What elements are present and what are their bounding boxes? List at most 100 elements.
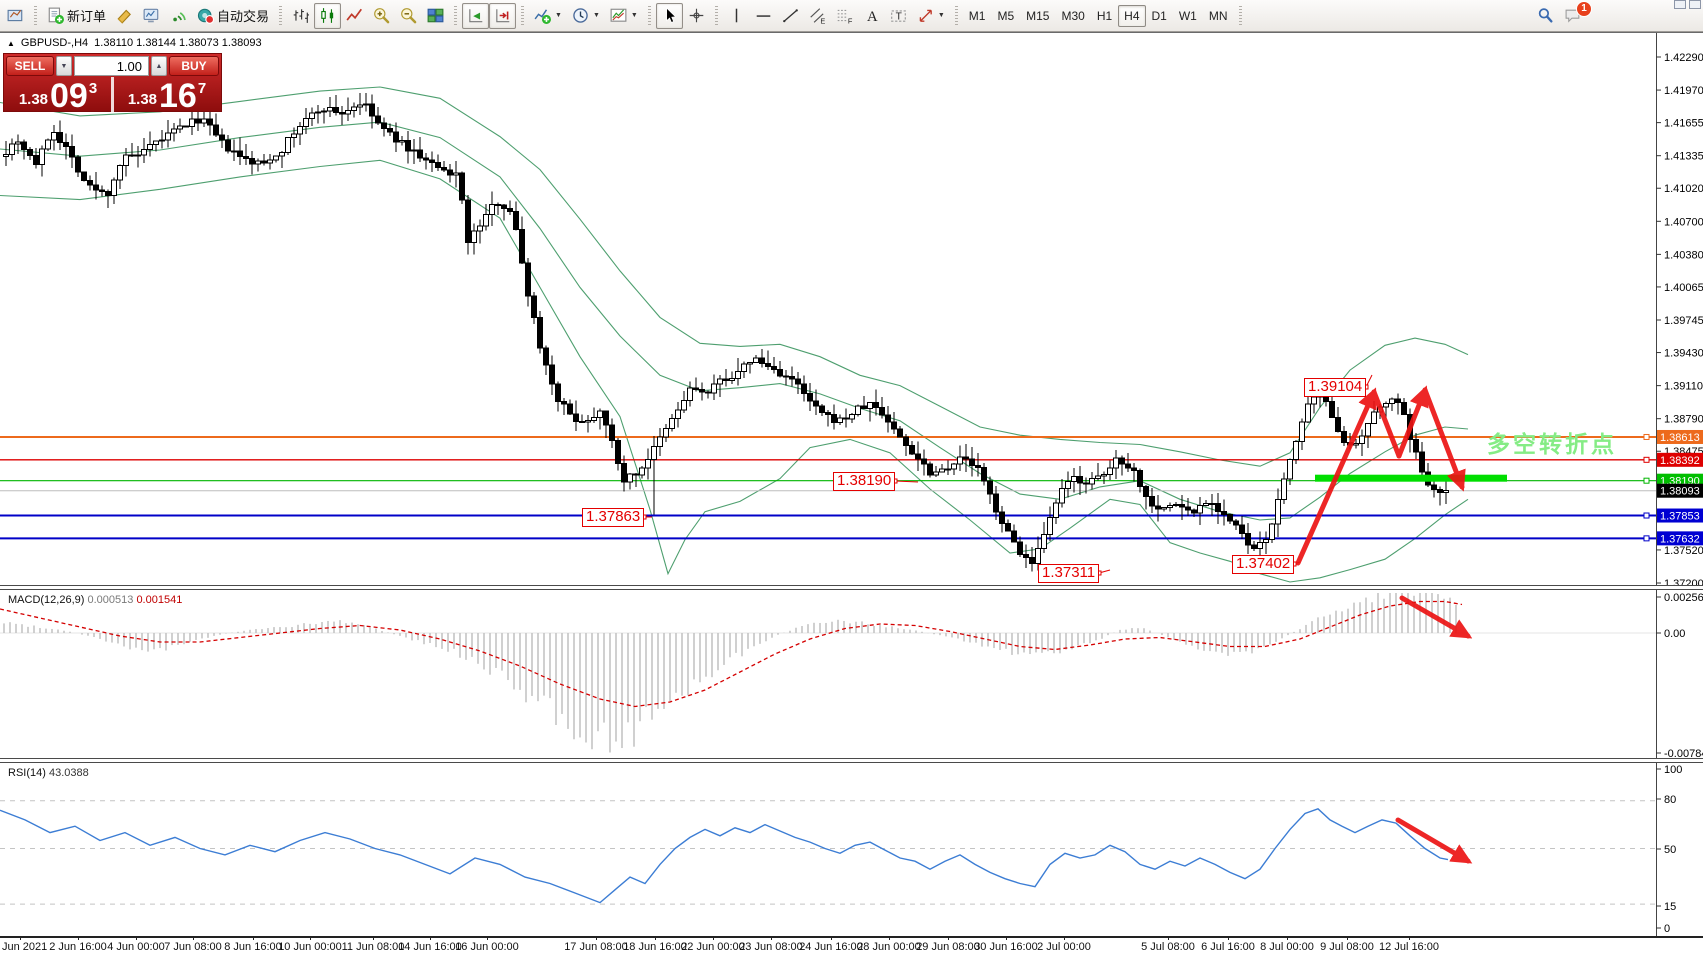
crosshair-icon [689,8,704,23]
search-icon[interactable] [1532,2,1559,28]
templates-icon [610,8,627,22]
cursor-icon[interactable] [655,2,683,29]
time-tick [948,936,949,940]
trend-arrows[interactable] [1295,385,1473,864]
rsi-scale-tick: 80 [1664,794,1676,806]
price-label-annotation[interactable]: 1.37863 [582,508,645,527]
periods-icon[interactable]: ▼ [567,3,605,29]
price-tag: 1.38392 [1660,455,1700,467]
trendline-icon[interactable] [777,3,804,29]
panel-splitter[interactable] [0,585,1703,590]
time-label: 10 Jun 00:00 [278,941,342,953]
price-label-annotation[interactable]: 1.39104 [1304,378,1367,397]
shapes-icon[interactable]: ▼ [912,3,950,29]
macd-scale-tick: -0.007847 [1664,748,1703,760]
price-axis[interactable]: 1.42290 1.41970 1.41655 1.41335 1.41020 1.407… [1656,52,1703,935]
buy-button[interactable]: BUY [169,56,219,76]
zoom-out-icon[interactable] [395,3,422,29]
collapse-icon[interactable]: ▲ [7,38,15,48]
funnel-icon[interactable] [111,3,138,29]
timeframe-d1[interactable]: D1 [1146,5,1173,27]
toolbar-separator [954,5,958,26]
crosshair-icon[interactable] [683,3,710,29]
shift-chart-icon [496,9,510,23]
timeframe-m30[interactable]: M30 [1055,5,1090,27]
time-label: 14 Jun 16:00 [398,941,462,953]
zoom-in-icon[interactable] [368,3,395,29]
candles [3,92,1449,572]
price-tag: 1.37632 [1660,533,1700,545]
time-tick [831,936,832,940]
support-highlight-bar[interactable] [1315,474,1507,482]
macd-label: MACD(12,26,9) 0.000513 0.001541 [8,594,182,606]
terminal-icon [7,9,23,22]
buy-price-prefix: 1.38 [127,91,158,108]
rsi-line [0,807,1449,904]
timeframe-m5[interactable]: M5 [991,5,1020,27]
new-order-icon[interactable]: 新订单 [42,3,111,29]
sell-price-button[interactable]: 1.38 09 3 [6,77,110,113]
price-tick: 1.41335 [1664,151,1703,163]
autotrade-icon[interactable]: 自动交易 [192,3,274,29]
price-tick: 1.38790 [1664,414,1703,426]
market-watch-icon[interactable] [138,3,165,29]
timeframe-m15[interactable]: M15 [1020,5,1055,27]
tile-windows-icon [427,8,444,23]
volume-input[interactable] [74,56,149,76]
time-label: 2 Jul 00:00 [1037,941,1091,953]
signal-icon[interactable] [165,3,192,29]
price-label-annotation[interactable]: 1.38190 [833,472,896,491]
notification-badge: 1 [1576,1,1592,17]
price-divider [111,77,114,112]
buy-price-button[interactable]: 1.38 16 7 [115,77,219,116]
timeframe-mn[interactable]: MN [1203,5,1234,27]
timeframe-h1[interactable]: H1 [1091,5,1118,27]
bar-chart-icon[interactable] [287,3,314,29]
time-tick [430,936,431,940]
fibonacci-icon[interactable]: F [831,3,858,29]
sell-button[interactable]: SELL [6,56,54,76]
rsi-scale-tick: 15 [1664,901,1676,913]
panel-splitter[interactable] [0,758,1703,763]
volume-decrease-button[interactable]: ▼ [56,56,72,76]
bollinger-bands [0,86,1469,583]
time-tick [20,936,21,940]
toolbar-separator [34,5,37,26]
window-buttons[interactable] [1674,0,1701,9]
shift-chart-icon[interactable] [489,2,517,29]
vline-icon[interactable] [723,3,750,29]
funnel-icon [117,9,131,24]
tile-windows-icon[interactable] [422,3,449,29]
indicators-icon[interactable]: ▼ [529,3,567,29]
text-icon[interactable]: A [858,3,885,29]
hline-icon[interactable] [750,3,777,29]
timeframe-w1[interactable]: W1 [1173,5,1203,27]
timeframe-m1[interactable]: M1 [963,5,992,27]
channel-icon[interactable]: E [804,3,831,29]
time-label: 17 Jun 08:00 [564,941,628,953]
templates-icon[interactable]: ▼ [605,3,643,29]
time-label: 5 Jul 08:00 [1141,941,1195,953]
time-label: 16 Jun 00:00 [455,941,519,953]
line-chart-icon[interactable] [341,3,368,29]
dropdown-caret-icon: ▼ [592,12,600,19]
label-icon[interactable]: T [885,3,912,29]
price-tick: 1.37520 [1664,545,1703,557]
volume-increase-button[interactable]: ▲ [151,56,167,76]
chart-note-text[interactable]: 多空转折点 [1487,431,1617,457]
chat-icon[interactable]: 1 [1559,1,1592,28]
price-label-annotation[interactable]: 1.37311 [1038,564,1100,583]
time-label: 9 Jul 08:00 [1320,941,1374,953]
timeframe-h4[interactable]: H4 [1118,4,1146,27]
price-label-annotation[interactable]: 1.37402 [1232,555,1295,574]
autoscroll-icon[interactable] [462,2,490,29]
time-label: 11 Jun 08:00 [341,941,405,953]
buy-price-big: 16 [159,77,197,116]
price-tag: 1.38093 [1660,486,1700,498]
macd-histogram [3,593,1457,753]
buy-price-sup: 7 [197,80,207,97]
terminal-icon[interactable] [2,3,29,29]
candlestick-icon[interactable] [314,2,342,29]
